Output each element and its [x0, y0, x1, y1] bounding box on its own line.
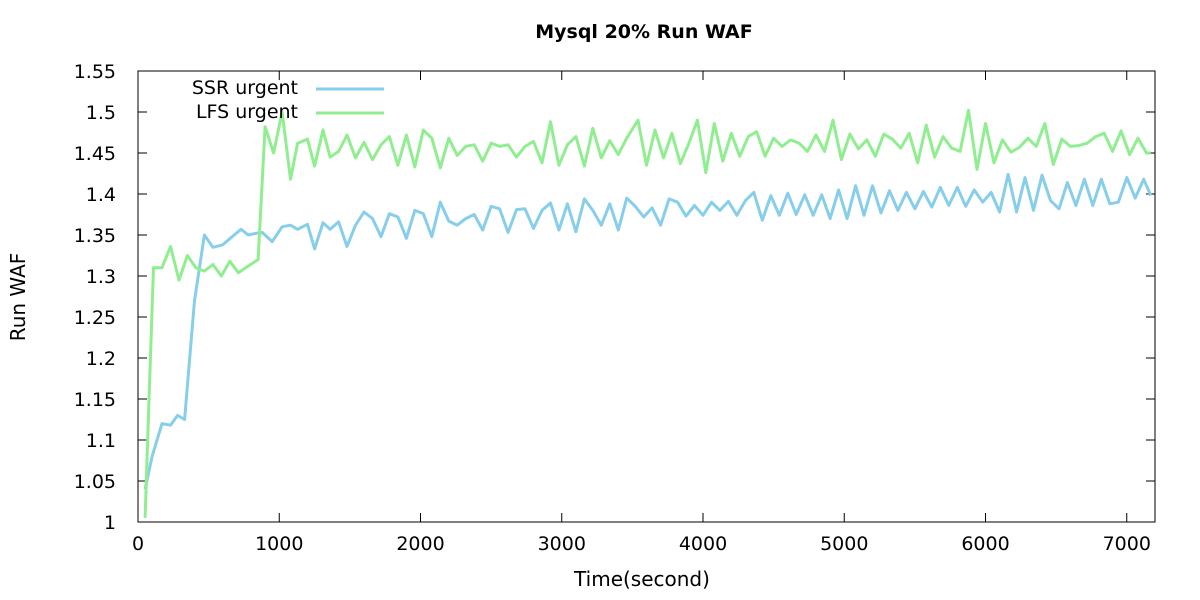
x-tick-label: 2000	[396, 533, 444, 555]
plot-frame	[137, 70, 1156, 523]
x-tick-label: 1000	[255, 533, 303, 555]
y-tick-label: 1.4	[86, 184, 116, 206]
x-tick-label: 0	[132, 533, 144, 555]
series-line-lfs-urgent	[143, 108, 1151, 518]
x-tick-label: 3000	[538, 533, 586, 555]
legend-label-lfs-urgent: LFS urgent	[196, 101, 298, 123]
y-tick-label: 1.5	[86, 102, 116, 124]
x-tick-label: 4000	[679, 533, 727, 555]
y-tick-label: 1.3	[86, 266, 116, 288]
y-tick-label: 1.25	[74, 307, 116, 329]
y-tick-label: 1.35	[74, 225, 116, 247]
y-tick-label: 1.45	[74, 143, 116, 165]
y-tick-label: 1.2	[86, 348, 116, 370]
x-tick-label: 5000	[820, 533, 868, 555]
y-tick-label: 1.55	[74, 61, 116, 83]
y-tick-label: 1.15	[74, 389, 116, 411]
x-tick-label: 7000	[1103, 533, 1151, 555]
x-axis-label: Time(second)	[573, 567, 710, 591]
y-axis: 1 1.05 1.1 1.15 1.2 1.25 1.3 1.35 1.4 1.45 1.5 1.55	[74, 61, 1155, 534]
series-line-ssr-urgent	[143, 172, 1153, 490]
x-tick-label: 6000	[961, 533, 1009, 555]
y-tick-label: 1.1	[86, 430, 116, 452]
x-axis: 0 1000 2000 3000 4000 5000 6000 7000	[132, 71, 1151, 555]
y-axis-label: Run WAF	[6, 253, 30, 342]
y-tick-label: 1	[104, 512, 116, 534]
legend-label-ssr-urgent: SSR urgent	[192, 77, 298, 99]
y-tick-label: 1.05	[74, 471, 116, 493]
series-lines	[143, 108, 1153, 518]
chart-title: Mysql 20% Run WAF	[535, 21, 753, 43]
